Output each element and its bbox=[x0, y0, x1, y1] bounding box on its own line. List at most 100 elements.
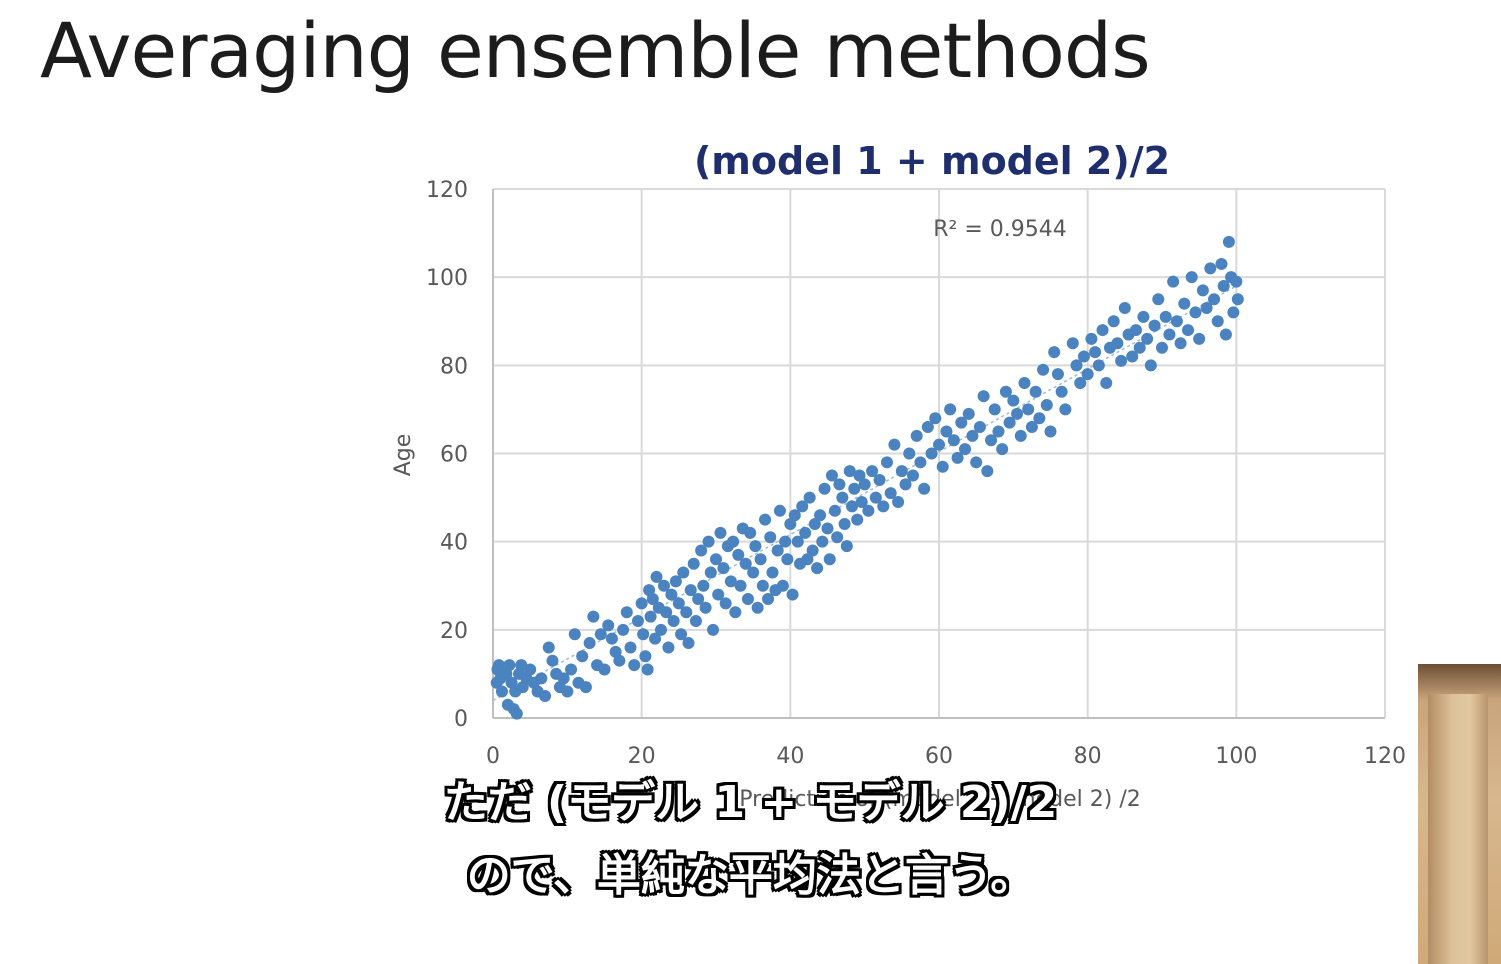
data-point bbox=[799, 526, 812, 539]
y-tick-label: 20 bbox=[440, 619, 468, 644]
data-point bbox=[644, 610, 657, 623]
data-point bbox=[1215, 257, 1228, 270]
data-point bbox=[869, 491, 882, 504]
data-point bbox=[846, 500, 859, 513]
data-point bbox=[966, 429, 979, 442]
data-point bbox=[929, 412, 942, 425]
data-point bbox=[970, 456, 983, 469]
data-point bbox=[594, 628, 607, 641]
data-point bbox=[660, 606, 673, 619]
data-point bbox=[751, 601, 764, 614]
data-point bbox=[788, 509, 801, 522]
data-point bbox=[1227, 306, 1240, 319]
data-point bbox=[962, 407, 975, 420]
chart-axes bbox=[492, 189, 1385, 719]
data-point bbox=[1085, 332, 1098, 345]
data-point bbox=[1217, 279, 1230, 292]
data-point bbox=[704, 566, 717, 579]
data-point bbox=[677, 566, 690, 579]
data-point bbox=[880, 456, 893, 469]
data-point bbox=[1178, 297, 1191, 310]
data-point bbox=[1040, 399, 1053, 412]
data-point bbox=[1055, 385, 1068, 398]
data-point bbox=[1129, 324, 1142, 337]
x-tick-label: 60 bbox=[925, 744, 953, 769]
data-point bbox=[977, 390, 990, 403]
data-point bbox=[1044, 425, 1057, 438]
data-point bbox=[836, 491, 849, 504]
data-point bbox=[925, 447, 938, 460]
x-tick-label: 20 bbox=[628, 744, 656, 769]
y-tick-label: 120 bbox=[426, 178, 468, 203]
data-point bbox=[1137, 310, 1150, 323]
data-point bbox=[762, 592, 775, 605]
data-point bbox=[628, 659, 641, 672]
data-point bbox=[1014, 429, 1027, 442]
data-point bbox=[1022, 403, 1035, 416]
data-point bbox=[899, 478, 912, 491]
data-point bbox=[947, 434, 960, 447]
x-tick-label: 40 bbox=[776, 744, 804, 769]
data-point bbox=[1156, 341, 1168, 354]
data-point bbox=[1230, 275, 1243, 288]
data-point bbox=[776, 579, 789, 592]
data-point bbox=[727, 535, 740, 548]
data-point bbox=[877, 500, 890, 513]
data-point bbox=[811, 562, 824, 575]
data-point bbox=[1163, 328, 1176, 341]
data-point bbox=[741, 592, 754, 605]
data-point bbox=[1219, 328, 1232, 341]
y-tick-label: 80 bbox=[440, 354, 468, 379]
data-point bbox=[1025, 421, 1038, 434]
data-point bbox=[840, 540, 853, 553]
data-point bbox=[662, 641, 675, 654]
data-point bbox=[1167, 275, 1180, 288]
data-point bbox=[833, 478, 846, 491]
data-point bbox=[1159, 310, 1172, 323]
data-point bbox=[576, 650, 589, 663]
data-point bbox=[855, 495, 868, 508]
x-axis-label: Prediction of (model 1 + model 2) /2 bbox=[739, 787, 1140, 812]
data-point bbox=[641, 663, 654, 676]
y-tick-label: 40 bbox=[440, 531, 468, 556]
data-point bbox=[707, 623, 720, 636]
data-point bbox=[624, 641, 637, 654]
data-point bbox=[1096, 324, 1109, 337]
data-point bbox=[1185, 271, 1198, 284]
data-point bbox=[796, 500, 809, 513]
data-point bbox=[825, 469, 838, 482]
data-point bbox=[1170, 315, 1183, 328]
data-point bbox=[754, 553, 767, 566]
chart-grid bbox=[492, 188, 1386, 719]
data-point bbox=[682, 637, 695, 650]
data-point bbox=[669, 575, 682, 588]
data-point bbox=[617, 623, 630, 636]
data-point bbox=[892, 495, 905, 508]
data-point bbox=[814, 509, 827, 522]
data-point bbox=[781, 553, 794, 566]
data-point bbox=[1089, 346, 1102, 359]
data-point bbox=[495, 685, 508, 698]
data-point bbox=[598, 663, 611, 676]
data-point bbox=[843, 465, 856, 478]
data-point bbox=[695, 544, 708, 557]
data-point bbox=[918, 482, 931, 495]
data-point bbox=[1092, 359, 1105, 372]
data-point bbox=[988, 403, 1001, 416]
data-point bbox=[933, 438, 945, 451]
data-point bbox=[675, 628, 688, 641]
data-point bbox=[639, 650, 652, 663]
data-point bbox=[895, 465, 908, 478]
data-point bbox=[568, 628, 581, 641]
x-tick-label: 100 bbox=[1215, 744, 1257, 769]
data-point bbox=[1115, 354, 1128, 367]
data-point bbox=[1037, 363, 1050, 376]
data-point bbox=[557, 672, 570, 685]
data-point bbox=[712, 588, 725, 601]
data-point bbox=[689, 615, 702, 628]
data-point bbox=[739, 557, 752, 570]
data-point bbox=[1211, 315, 1224, 328]
data-point bbox=[684, 584, 697, 597]
data-point bbox=[838, 518, 851, 531]
